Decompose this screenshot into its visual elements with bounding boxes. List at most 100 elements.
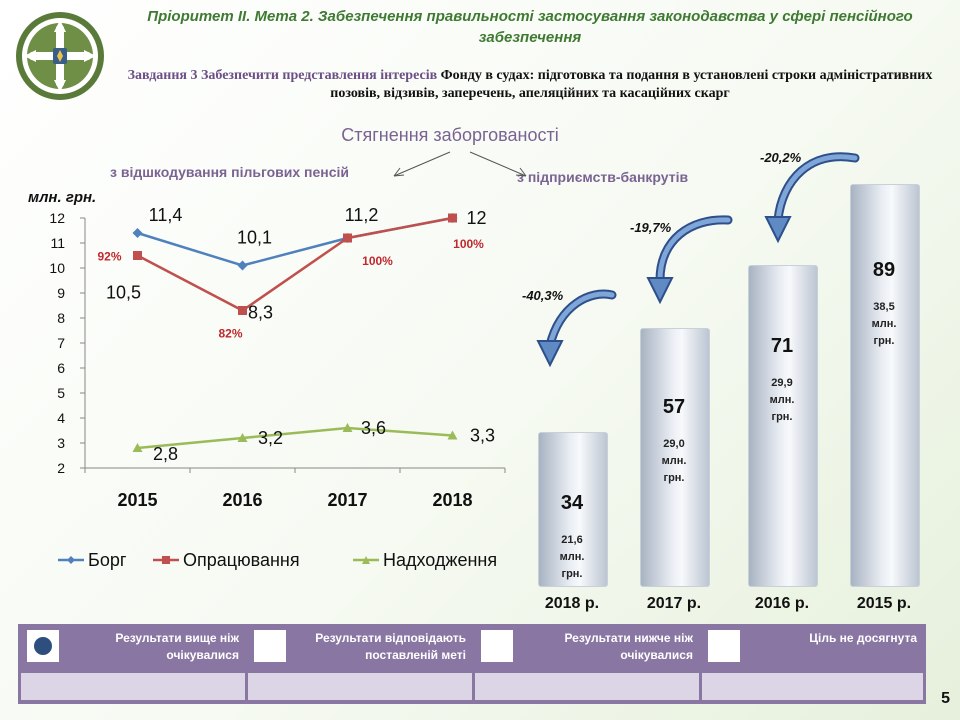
bar-secondary-line: млн. (661, 454, 687, 467)
debt-collection-title: Стягнення заборгованості (341, 125, 559, 145)
bar-secondary-line: грн. (663, 471, 685, 484)
data-label: 10,1 (237, 228, 272, 248)
bar-category-label: 2015 р. (856, 595, 912, 612)
task-description: Завдання 3 Забезпечити представлення інт… (125, 67, 935, 103)
data-label: 11,2 (345, 205, 379, 225)
point-nadkhodzhennia (342, 423, 353, 432)
y-axis-label: млн. грн. (28, 189, 96, 206)
data-label: 3,6 (361, 418, 386, 438)
task-text: Фонду в судах: підготовка та подання в у… (330, 68, 933, 101)
change-label: -20,2% (760, 150, 802, 165)
task-prefix: Завдання 3 Забезпечити представлення інт… (127, 68, 438, 83)
point-opratsiuvannia (343, 233, 352, 243)
legend-marker (67, 556, 75, 564)
change-arrow-head (646, 277, 674, 305)
change-label: -40,3% (522, 288, 564, 303)
bar-secondary-label: 29,0 млн. грн. (634, 436, 714, 487)
data-label: 8,3 (248, 303, 273, 323)
bar-value-label: 34 (560, 491, 584, 514)
y-tick-label: 4 (57, 410, 65, 426)
point-nadkhodzhennia (237, 433, 248, 442)
legend-marker-box (708, 630, 740, 662)
x-tick-label: 2016 (222, 490, 262, 510)
data-label: 3,3 (470, 426, 495, 446)
legend-row2-cell (702, 673, 923, 700)
point-borg (237, 260, 248, 271)
point-opratsiuvannia (448, 213, 457, 223)
y-tick-label: 12 (49, 210, 65, 226)
bar-secondary-line: 38,5 (873, 300, 895, 313)
y-tick-label: 6 (57, 360, 65, 376)
x-tick-label: 2015 (117, 490, 157, 510)
y-tick-label: 7 (57, 335, 65, 351)
page-number: 5 (941, 690, 950, 707)
bar-secondary-label: 38,5 млн. грн. (844, 299, 924, 350)
bar-secondary-line: млн. (871, 317, 897, 330)
pension-fund-emblem (14, 10, 106, 102)
bar-secondary-line: грн. (873, 334, 895, 347)
bar-1 (538, 431, 608, 587)
point-borg (132, 228, 143, 238)
bar-secondary-line: млн. (559, 550, 585, 563)
bar-secondary-line: 29,9 (771, 376, 793, 389)
legend-entry-2: Опрацювання (183, 550, 300, 570)
change-arrow-head (536, 340, 564, 368)
data-label: 10,5 (106, 283, 141, 303)
bar-secondary-line: грн. (561, 567, 583, 580)
point-nadkhodzhennia (132, 443, 143, 452)
legend-item-line2: очікувалися (620, 648, 693, 662)
bar-secondary-line: грн. (771, 410, 793, 423)
line-chart: млн. грн. 2 3 4 5 6 7 8 9 10 11 12 2015 2016 2017 2018 1… (28, 189, 506, 570)
legend-marker-box (481, 630, 513, 662)
bar-secondary-label: 29,9 млн. грн. (742, 375, 822, 426)
legend-marker-box (254, 630, 286, 662)
legend-marker (362, 556, 370, 564)
y-tick-label: 9 (57, 285, 65, 301)
data-label: 11,4 (149, 205, 183, 225)
change-arrow-highlight (657, 217, 731, 283)
data-label: 12 (466, 208, 486, 228)
bar-2 (640, 327, 710, 587)
bar-secondary-line: 29,0 (663, 437, 685, 450)
y-tick-label: 3 (57, 435, 65, 451)
bar-category-label: 2016 р. (754, 595, 810, 612)
series-line-3 (137, 426, 453, 450)
data-label: 2,8 (153, 444, 178, 464)
change-arrow-highlight (547, 291, 615, 348)
label-benefit-pensions: з відшкодування пільгових пенсій (110, 164, 350, 180)
legend-marker-box (27, 630, 59, 662)
title-connector-arrows (393, 151, 527, 177)
bar-3 (748, 264, 818, 587)
series-line-2 (136, 216, 453, 312)
y-tick-label: 8 (57, 310, 65, 326)
legend-item-line1: Результати вище ніж (115, 631, 239, 645)
bar-value-label: 71 (770, 334, 794, 357)
y-tick-label: 5 (57, 385, 65, 401)
legend-marker (162, 556, 170, 564)
priority-title: Пріоритет ІІ. Мета 2. Забезпечення прави… (147, 8, 913, 46)
legend-row2-cell (248, 673, 472, 700)
label-bankrupt-enterprises: з підприємств-банкрутів (517, 169, 689, 185)
point-nadkhodzhennia (447, 430, 458, 440)
y-tick-label: 2 (57, 460, 65, 476)
data-label: 3,2 (258, 428, 283, 448)
legend-item-line1: Результати відповідають (315, 631, 466, 645)
legend-item-line2: очікувалися (166, 648, 239, 662)
legend-row2-cell (21, 673, 245, 700)
legend-circle-marker (34, 637, 52, 655)
change-arrow-highlight (775, 154, 858, 223)
legend-item-line1: Результати нижче ніж (564, 631, 693, 645)
percent-label: 100% (362, 254, 393, 268)
bar-category-label: 2018 р. (544, 595, 600, 612)
legend-row2-cell (475, 673, 699, 700)
y-tick-label: 10 (49, 260, 65, 276)
bar-category-label: 2017 р. (646, 595, 702, 612)
results-legend-table: Результати вище ніж очікувалися Результати… (18, 624, 926, 704)
point-opratsiuvannia (238, 306, 247, 315)
x-tick-label: 2017 (327, 490, 367, 510)
y-tick-label: 11 (50, 235, 65, 251)
legend-entry-3: Надходження (383, 550, 497, 570)
x-tick-label: 2018 (432, 490, 472, 510)
change-label: -19,7% (630, 220, 672, 235)
percent-label: 100% (453, 237, 484, 251)
